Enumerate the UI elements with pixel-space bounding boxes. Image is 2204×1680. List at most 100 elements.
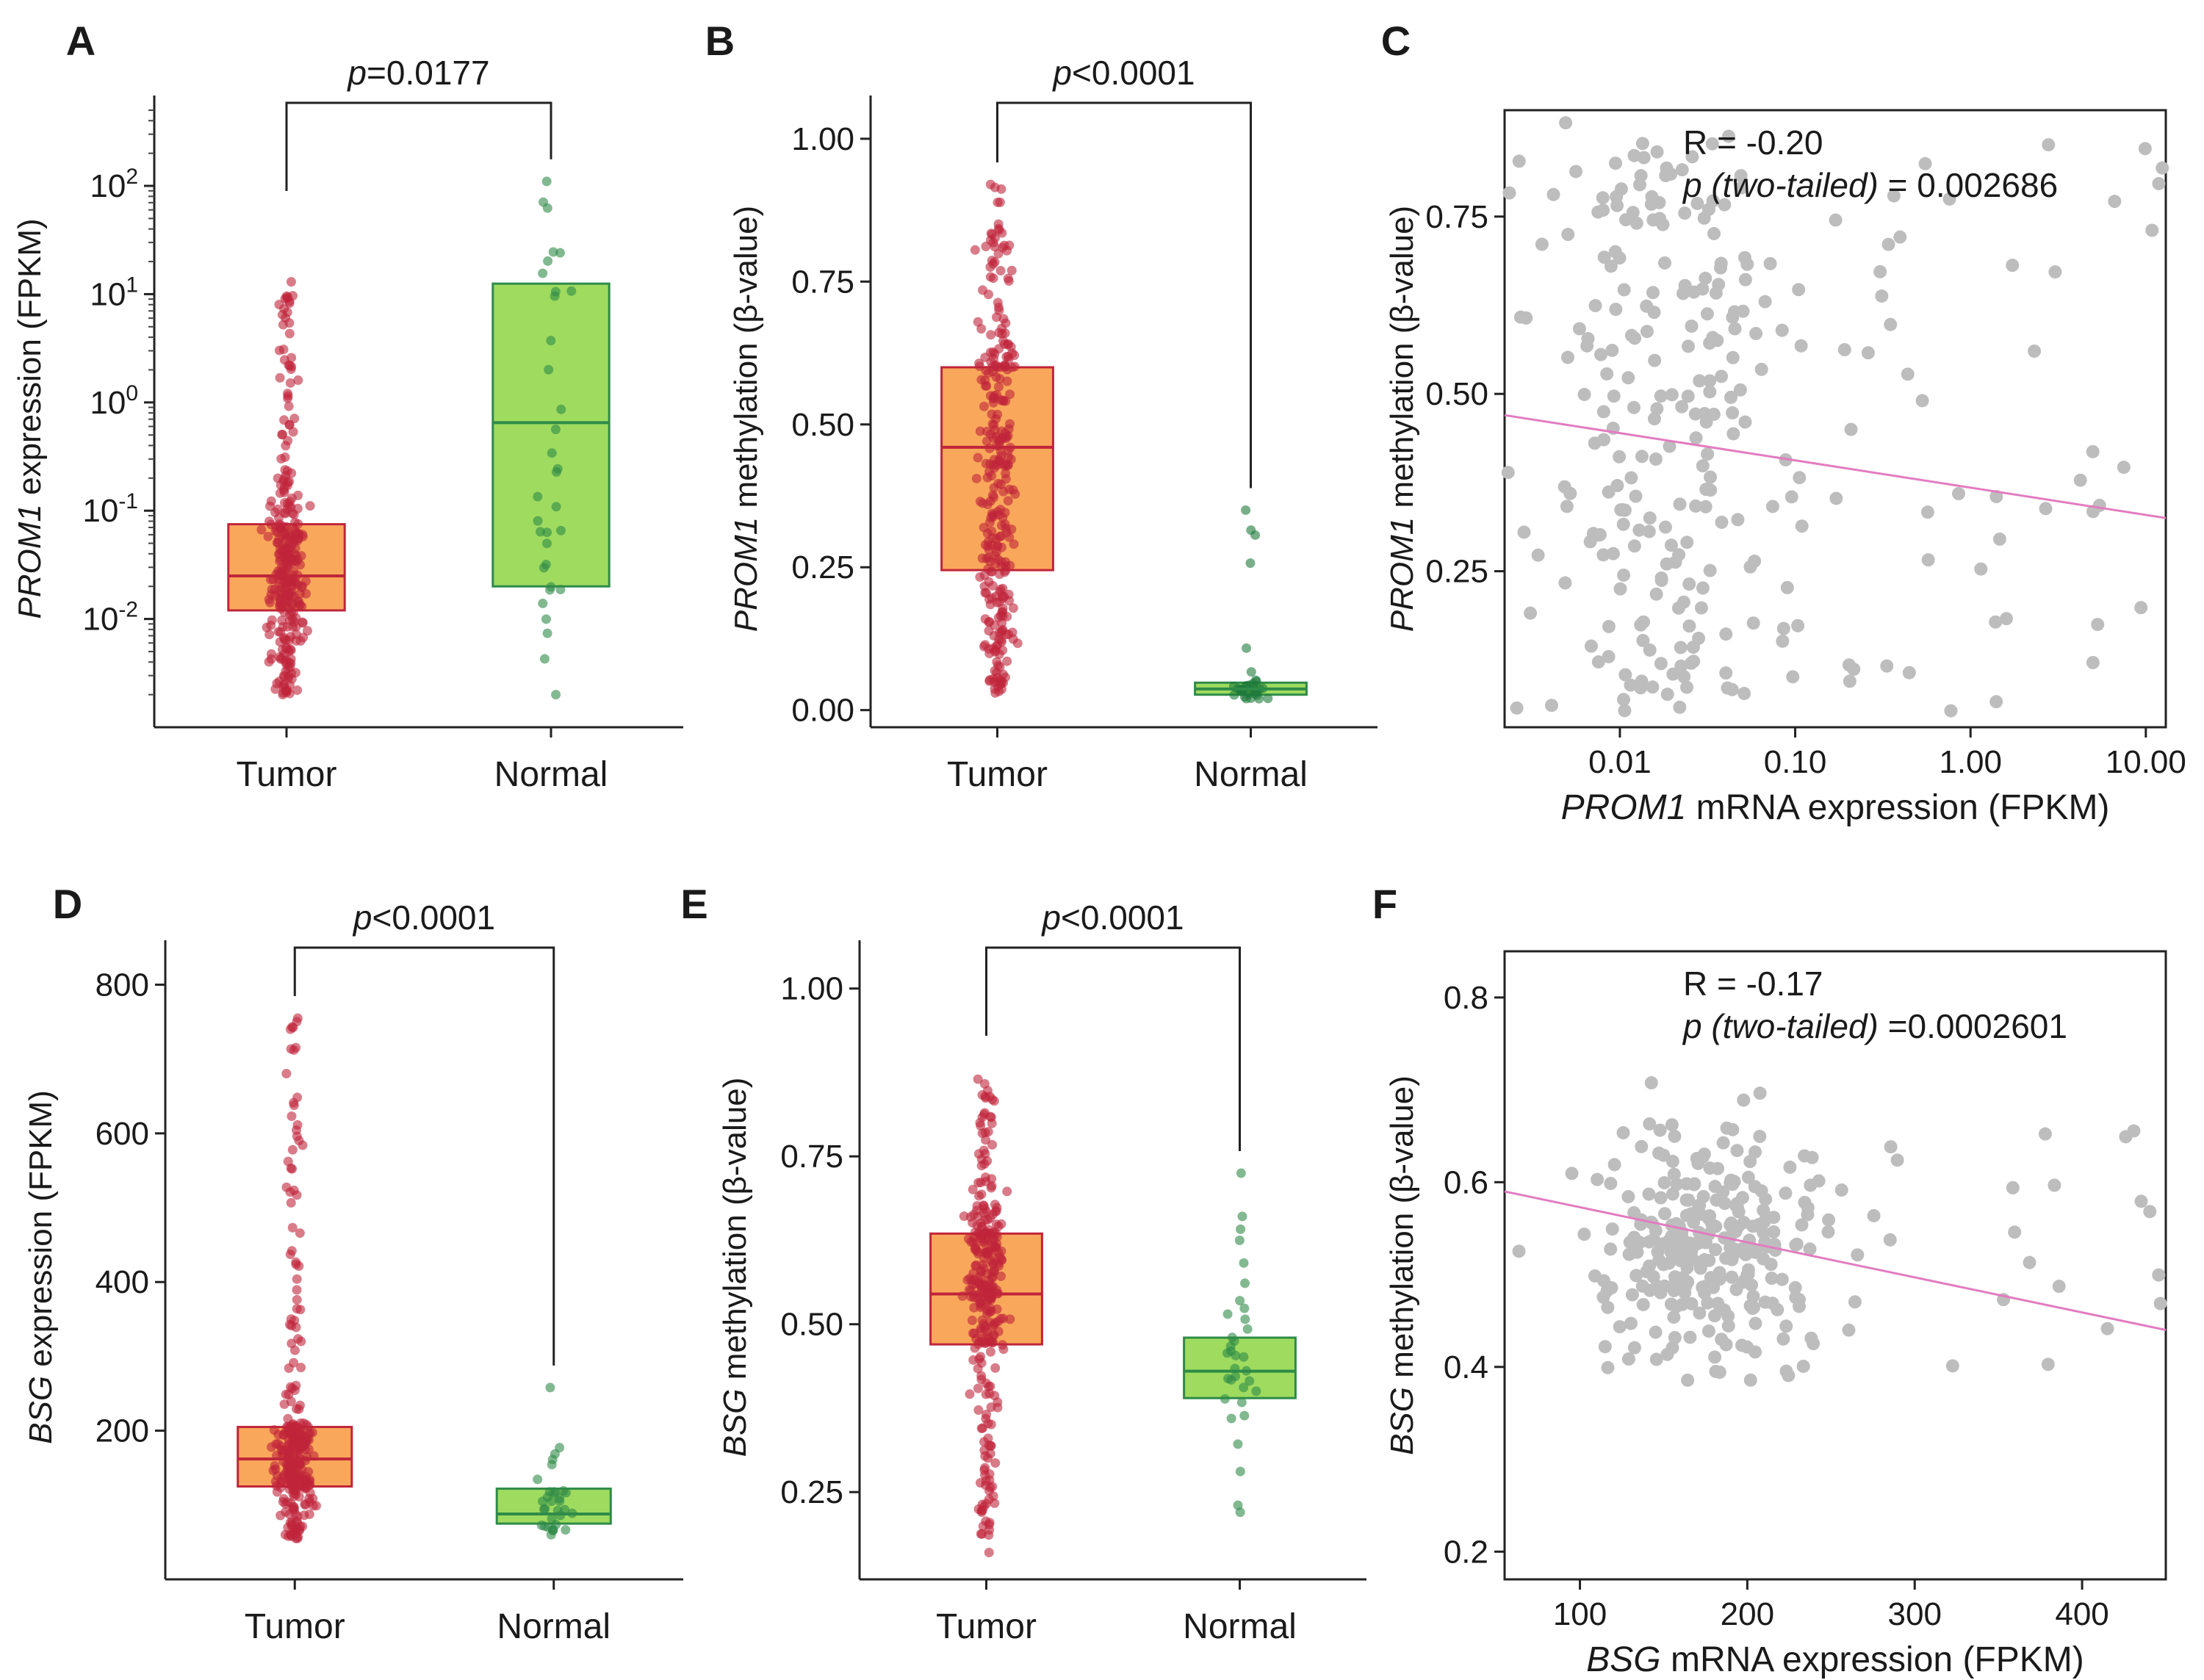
panel-letter: E	[680, 881, 707, 927]
data-point	[294, 1136, 304, 1146]
data-point	[1002, 376, 1012, 386]
scatter-point	[1593, 347, 1607, 361]
y-tick-label: 0.6	[1444, 1164, 1488, 1200]
scatter-point	[1804, 1331, 1818, 1345]
scatter-point	[1617, 568, 1631, 582]
data-point	[988, 353, 998, 364]
data-point	[298, 632, 309, 643]
data-point	[978, 498, 988, 508]
data-point	[973, 1074, 983, 1084]
scatter-point	[1719, 666, 1733, 680]
p-value-label: p<0.0001	[352, 898, 495, 937]
data-point	[986, 1402, 996, 1413]
data-point	[981, 1176, 991, 1186]
y-tick-label: 0.75	[1425, 199, 1488, 235]
data-point	[533, 516, 543, 526]
scatter-point	[1618, 668, 1632, 682]
data-point	[287, 493, 297, 503]
data-point	[539, 197, 549, 207]
data-point	[986, 1441, 996, 1451]
data-point	[974, 1354, 984, 1364]
tick-exp: 2	[126, 165, 138, 189]
data-point	[978, 1521, 988, 1532]
data-point	[1240, 1278, 1250, 1288]
scatter-point	[1737, 1093, 1751, 1107]
scatter-point	[1616, 1126, 1630, 1140]
data-point	[274, 345, 284, 356]
data-point	[284, 318, 295, 328]
scatter-point	[1843, 674, 1857, 688]
data-point	[996, 1219, 1006, 1229]
data-point	[1003, 496, 1013, 506]
data-point	[1001, 396, 1011, 406]
scatter-point	[1748, 1180, 1762, 1194]
data-point	[278, 688, 289, 698]
data-point	[976, 1371, 987, 1381]
scatter-point	[1634, 169, 1648, 183]
data-point	[988, 1330, 998, 1340]
scatter-point	[1992, 532, 2006, 546]
scatter-point	[1792, 283, 1806, 297]
scatter-point	[1767, 1240, 1781, 1254]
data-point	[1241, 505, 1251, 515]
scatter-point	[1710, 1193, 1724, 1207]
data-point	[278, 485, 289, 495]
scatter-point	[1721, 1319, 1735, 1333]
scatter-point	[1714, 256, 1728, 270]
scatter-point	[1635, 674, 1649, 688]
data-point	[292, 1404, 302, 1414]
data-point	[282, 389, 292, 399]
data-point	[1239, 1303, 1250, 1313]
scatter-point	[1771, 1302, 1785, 1316]
data-point	[975, 426, 985, 436]
scatter-point	[1716, 1136, 1730, 1150]
data-point	[1234, 1236, 1245, 1246]
scatter-point	[1945, 1359, 1959, 1373]
scatter-point	[1616, 502, 1629, 516]
data-point	[279, 607, 289, 617]
scatter-point	[1704, 470, 1718, 484]
data-point	[264, 516, 274, 527]
data-point	[292, 596, 303, 606]
scatter-point	[1759, 1192, 1773, 1206]
scatter-point	[1613, 450, 1627, 464]
scatter-point	[1653, 1123, 1667, 1137]
data-point	[280, 529, 290, 539]
scatter-point	[1652, 1146, 1666, 1160]
y-label-gene: PROM1	[12, 504, 48, 619]
data-point	[292, 1274, 302, 1284]
data-point	[282, 1497, 292, 1507]
data-point	[547, 1525, 558, 1535]
scatter-point	[1524, 606, 1538, 620]
scatter-point	[1746, 1289, 1760, 1303]
panel-letter: C	[1381, 18, 1411, 64]
scatter-point	[2041, 1358, 2055, 1371]
scatter-point	[1674, 659, 1688, 673]
data-point	[281, 1507, 291, 1517]
data-point	[987, 490, 998, 500]
scatter-point	[1649, 1325, 1663, 1339]
scatter-point	[1749, 327, 1763, 341]
scatter-point	[2119, 1130, 2133, 1144]
data-point	[285, 378, 295, 388]
scatter-point	[1690, 196, 1704, 210]
scatter-point	[1670, 1178, 1684, 1191]
data-point	[547, 1460, 557, 1470]
r-annotation: R = -0.17	[1683, 965, 1823, 1003]
scatter-point	[1671, 601, 1685, 615]
scatter-point	[1667, 1311, 1681, 1324]
scatter-point	[1918, 156, 1932, 170]
panel-F: F 0.2 0.4 0.6 0.8 100 200 300 400 R = -0.17 p (two…	[1372, 881, 2167, 1679]
scatter-point	[1682, 577, 1696, 591]
data-point	[284, 1363, 294, 1374]
data-point	[283, 436, 293, 446]
scatter-point	[1722, 129, 1736, 143]
data-point	[997, 323, 1007, 334]
scatter-point	[1724, 1173, 1738, 1187]
data-point	[289, 517, 300, 527]
data-point	[283, 1156, 293, 1167]
data-point	[990, 684, 1000, 694]
scatter-point	[1707, 1309, 1721, 1323]
data-point	[273, 535, 284, 545]
data-point	[278, 600, 288, 610]
